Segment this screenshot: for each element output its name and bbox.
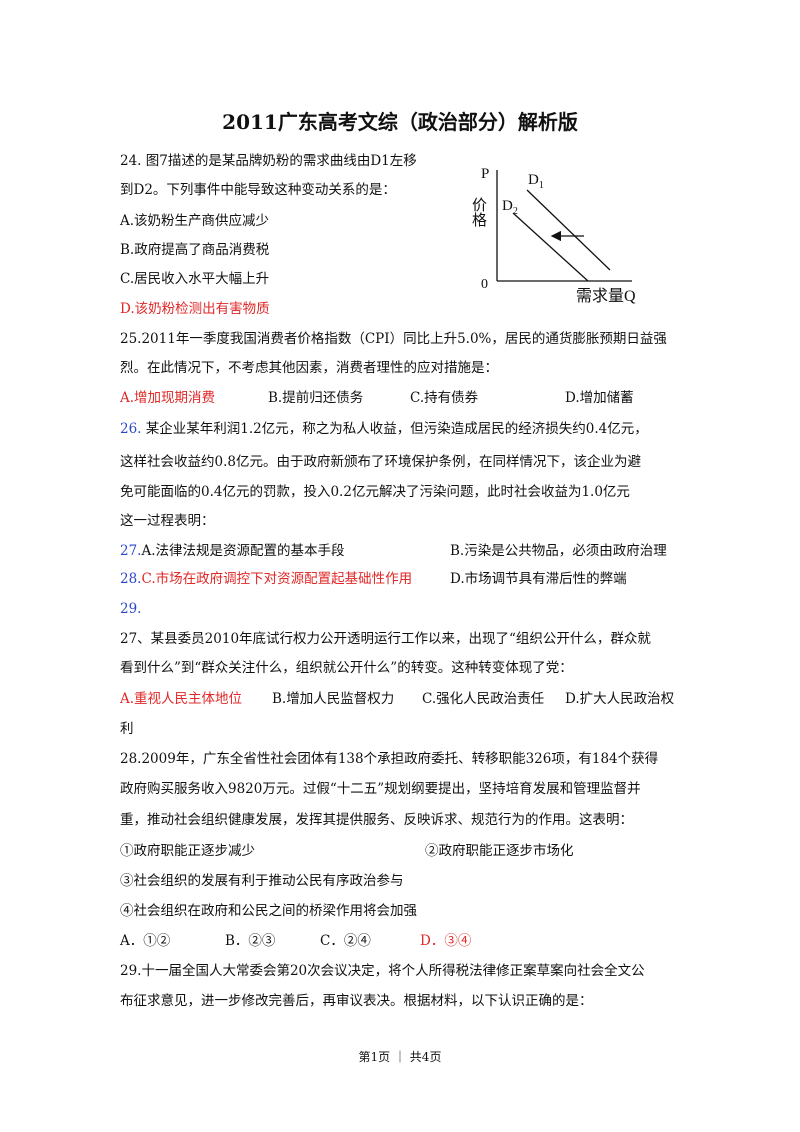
text-segment: B．②③ [225, 933, 276, 949]
text-segment: B.污染是公共物品，必须由政府治理 [450, 543, 667, 559]
text-segment: C.居民收入水平大幅上升 [120, 271, 270, 287]
text-line: D.增加储蓄 [565, 389, 634, 407]
text-line: 免可能面临的0.4亿元的罚款，投入0.2亿元解决了污染问题，此时社会收益为1.0… [120, 483, 630, 501]
text-line: A.增加现期消费 [120, 389, 215, 407]
text-line: D.该奶粉检测出有害物质 [120, 300, 270, 318]
text-line: A.重视人民主体地位 [120, 690, 242, 708]
text-segment: 政府购买服务收入9820万元。过假“十二五”规划纲要提出，坚持培育发展和管理监督… [120, 781, 641, 797]
text-segment: 重，推动社会组织健康发展，发挥其提供服务、反映诉求、规范行为的作用。这表明： [120, 812, 633, 828]
text-segment: 到D2。下列事件中能导致这种变动关系的是： [120, 182, 396, 198]
text-line: 26. 某企业某年利润1.2亿元，称之为私人收益，但污染造成居民的经济损失约0.… [120, 420, 648, 438]
text-line: 政府购买服务收入9820万元。过假“十二五”规划纲要提出，坚持培育发展和管理监督… [120, 780, 641, 798]
text-segment: 免可能面临的0.4亿元的罚款，投入0.2亿元解决了污染问题，此时社会收益为1.0… [120, 484, 630, 500]
origin-label: 0 [481, 277, 488, 292]
text-segment: D．③④ [420, 933, 472, 949]
price-label: 价格 [470, 197, 487, 227]
text-segment: 29. [120, 601, 142, 617]
text-line: 利 [120, 720, 134, 738]
text-line: 这一过程表明： [120, 512, 215, 530]
text-segment: A.该奶粉生产商供应减少 [120, 213, 270, 229]
text-segment: 28.2009年，广东全省性社会团体有138个承担政府委托、转移职能326项，有… [120, 751, 659, 767]
footer: 第1页 ｜ 共4页 [358, 1050, 442, 1064]
text-segment: 25.2011年一季度我国消费者价格指数（CPI）同比上升5.0%，居民的通货膨… [120, 331, 667, 347]
text-segment: C．②④ [320, 933, 371, 949]
text-segment: 29.十一届全国人大常委会第20次会议决定，将个人所得税法律修正案草案向社会全文… [120, 963, 645, 979]
text-segment: B.提前归还债务 [268, 390, 364, 406]
text-line: B.增加人民监督权力 [272, 690, 394, 708]
text-segment: D.扩大人民政治权 [565, 691, 675, 707]
d1-label: D1 [528, 172, 544, 191]
text-line: A.该奶粉生产商供应减少 [120, 212, 269, 230]
text-segment: 看到什么”到“群众关注什么，组织就公开什么”的转变。这种转变体现了党： [120, 660, 573, 676]
text-line: B．②③ [225, 932, 275, 950]
text-line: C.持有债券 [410, 389, 478, 407]
title: 2011广东高考文综（政治部分）解析版 [222, 110, 578, 134]
text-line: 27、某县委员2010年底试行权力公开透明运行工作以来，出现了“组织公开什么，群… [120, 630, 651, 648]
text-line: C．②④ [320, 932, 371, 950]
text-line: ④社会组织在政府和公民之间的桥梁作用将会加强 [120, 902, 417, 920]
text-line: 29. [120, 600, 141, 618]
text-segment: A．①② [120, 933, 171, 949]
text-segment: 烈。在此情况下，不考虑其他因素，消费者理性的应对措施是： [120, 360, 498, 376]
text-line: B.政府提高了商品消费税 [120, 241, 269, 259]
text-line: 28.2009年，广东全省性社会团体有138个承担政府委托、转移职能326项，有… [120, 750, 658, 768]
text-line: B.污染是公共物品，必须由政府治理 [450, 542, 667, 560]
text-segment: B.政府提高了商品消费税 [120, 242, 270, 258]
text-segment: 27. [120, 543, 142, 559]
text-segment: D.市场调节具有滞后性的弊端 [450, 571, 627, 587]
text-line: C.居民收入水平大幅上升 [120, 270, 269, 288]
text-line: D.扩大人民政治权 [565, 690, 674, 708]
text-line: 这样社会收益约0.8亿元。由于政府新颁布了环境保护条例，在同样情况下，该企业为避 [120, 453, 641, 471]
text-segment: 利 [120, 721, 134, 737]
text-segment: ③社会组织的发展有利于推动公民有序政治参与 [120, 873, 404, 889]
text-segment: A.法律法规是资源配置的基本手段 [141, 543, 345, 559]
text-segment: D.增加储蓄 [565, 390, 634, 406]
text-line: ①政府职能正逐步减少 [120, 842, 255, 860]
text-segment: A.增加现期消费 [120, 390, 216, 406]
text-line: 28.C.市场在政府调控下对资源配置起基础性作用 [120, 570, 412, 588]
text-segment: 26. [120, 421, 142, 437]
text-line: C.强化人民政治责任 [422, 690, 544, 708]
text-segment: C.强化人民政治责任 [422, 691, 545, 707]
demand-curve-d2 [512, 212, 589, 282]
text-line: 24. 图7描述的是某品牌奶粉的需求曲线由D1左移 [120, 152, 417, 170]
text-segment: 这样社会收益约0.8亿元。由于政府新颁布了环境保护条例，在同样情况下，该企业为避 [120, 454, 641, 470]
text-line: 看到什么”到“群众关注什么，组织就公开什么”的转变。这种转变体现了党： [120, 659, 573, 677]
text-segment: ①政府职能正逐步减少 [120, 843, 255, 859]
text-line: B.提前归还债务 [268, 389, 363, 407]
text-segment: B.增加人民监督权力 [272, 691, 395, 707]
text-line: ③社会组织的发展有利于推动公民有序政治参与 [120, 872, 404, 890]
text-line: 烈。在此情况下，不考虑其他因素，消费者理性的应对措施是： [120, 359, 498, 377]
text-line: ②政府职能正逐步市场化 [425, 842, 574, 860]
text-line: 29.十一届全国人大常委会第20次会议决定，将个人所得税法律修正案草案向社会全文… [120, 962, 645, 980]
text-line: 布征求意见，进一步修改完善后，再审议表决。根据材料，以下认识正确的是： [120, 992, 593, 1010]
text-segment: 某企业某年利润1.2亿元，称之为私人收益，但污染造成居民的经济损失约0.4亿元， [141, 421, 648, 437]
text-line: 27.A.法律法规是资源配置的基本手段 [120, 542, 345, 560]
q-label: 需求量Q [576, 287, 636, 305]
text-line: 重，推动社会组织健康发展，发挥其提供服务、反映诉求、规范行为的作用。这表明： [120, 811, 633, 829]
text-line: D.市场调节具有滞后性的弊端 [450, 570, 627, 588]
text-line: 25.2011年一季度我国消费者价格指数（CPI）同比上升5.0%，居民的通货膨… [120, 330, 667, 348]
text-segment: 28. [120, 571, 142, 587]
p-label: P [481, 166, 489, 182]
demand-curve-d1 [526, 189, 611, 271]
text-segment: ④社会组织在政府和公民之间的桥梁作用将会加强 [120, 903, 417, 919]
text-line: 到D2。下列事件中能导致这种变动关系的是： [120, 181, 396, 199]
d2-label: D2 [502, 198, 518, 217]
text-segment: 这一过程表明： [120, 513, 215, 529]
text-line: D．③④ [420, 932, 471, 950]
demand-figure: P 价格 0 需求量Q D1 D2 [470, 166, 636, 305]
text-segment: 布征求意见，进一步修改完善后，再审议表决。根据材料，以下认识正确的是： [120, 993, 593, 1009]
text-segment: 24. 图7描述的是某品牌奶粉的需求曲线由D1左移 [120, 153, 417, 169]
text-line: A．①② [120, 932, 170, 950]
text-segment: ②政府职能正逐步市场化 [425, 843, 574, 859]
text-segment: C.持有债券 [410, 390, 479, 406]
text-segment: C.市场在政府调控下对资源配置起基础性作用 [141, 571, 413, 587]
text-segment: 27、某县委员2010年底试行权力公开透明运行工作以来，出现了“组织公开什么，群… [120, 631, 651, 647]
text-segment: A.重视人民主体地位 [120, 691, 243, 707]
text-segment: D.该奶粉检测出有害物质 [120, 301, 270, 317]
